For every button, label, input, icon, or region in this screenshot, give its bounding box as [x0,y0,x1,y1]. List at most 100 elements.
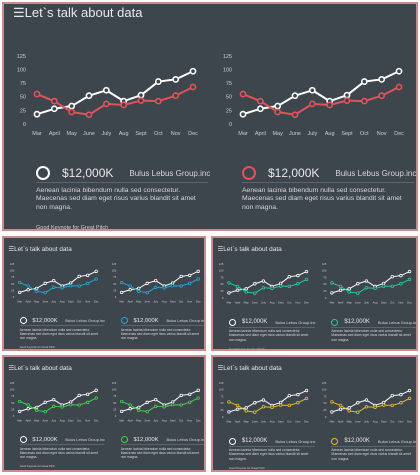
data-point [153,278,157,282]
data-point [86,400,90,404]
y-tick-label: 0 [325,296,327,300]
hamburger-menu-icon[interactable]: ☰ [8,246,15,253]
divider-line [120,325,204,327]
data-point [308,100,316,108]
divider-line [36,182,208,183]
data-point [128,402,132,407]
slide-blue[interactable]: ☰Let`s talk about data 0 25 50 75 100 125 Mar Ap… [2,236,206,351]
data-point [373,286,377,290]
y-tick-label: 50 [12,281,15,285]
data-point [85,111,93,119]
x-tick-label: Aug [270,419,275,423]
data-point [330,410,334,414]
data-point [253,281,257,286]
slide-green[interactable]: ☰Let`s talk about data 0 25 50 75 100 125 Mar Ap… [2,355,206,472]
data-point [52,404,56,408]
data-point [196,388,200,392]
data-point [86,281,90,285]
x-tick-label: July [101,131,111,137]
data-point [27,402,31,407]
x-tick-label: Dec [195,418,200,422]
slide-header: ☰Let`s talk about data [213,238,416,253]
data-point [95,388,99,392]
series-line-1 [36,70,194,116]
series-line-1 [121,270,198,293]
x-tick-label: Sept [278,419,284,423]
x-tick-label: Oct [179,418,183,422]
data-point [153,404,157,408]
y-tick-label: 0 [23,122,26,128]
data-point [236,284,240,289]
data-point [305,396,309,400]
data-point [50,105,58,113]
data-point [35,408,39,412]
x-tick-label: Nov [187,299,192,303]
hamburger-menu-icon[interactable]: ☰ [8,365,15,372]
data-point [154,97,162,105]
series-line-1 [121,389,198,412]
data-point [291,92,299,100]
circle-marker-icon [120,436,128,444]
data-point [338,407,343,411]
data-point [356,400,360,405]
data-point [86,273,90,277]
data-point [274,108,282,116]
data-point [296,273,301,278]
x-tick-label: Aug [60,418,65,422]
x-tick-label: April [26,299,32,303]
x-tick-label: May [66,131,77,137]
y-tick-label: 75 [20,81,26,87]
y-tick-label: 75 [12,394,15,398]
company-label: Bulus Lebus Group.inc [275,438,316,444]
series-line-1 [229,389,308,413]
data-point [305,388,309,393]
x-tick-label: May [244,300,250,304]
divider-line [228,445,315,447]
x-tick-label: Mar [227,419,232,423]
x-tick-label: May [35,418,41,422]
data-point [69,402,73,407]
hamburger-menu-icon[interactable]: ☰ [217,246,224,253]
y-tick-label: 125 [322,262,327,266]
x-tick-label: Sept [169,299,175,303]
data-point [61,404,65,409]
x-tick-label: May [244,419,250,423]
x-tick-label: Aug [270,300,275,304]
data-point [44,400,48,404]
x-tick-label: Oct [360,131,369,137]
circle-marker-icon [242,166,256,180]
x-tick-label: April [127,299,133,303]
slide-main[interactable]: ☰Let`s talk about data 0 25 50 75 100 125 Mar Ap… [2,2,418,231]
x-tick-label: Nov [171,131,181,137]
line-chart-right: 0 25 50 75 100 125 Mar April May June July Aug Sept O… [111,261,200,303]
data-point [78,393,82,397]
data-point [279,400,283,405]
data-point [330,281,334,285]
x-tick-label: Sept [169,418,175,422]
company-label: Bulus Lebus Group.inc [335,168,417,178]
slide-yellow[interactable]: ☰Let`s talk about data 0 25 50 75 100 125 Mar Ap… [211,355,418,472]
series-line-2 [19,278,97,293]
data-point [390,284,394,289]
y-tick-label: 125 [223,54,232,60]
hamburger-menu-icon[interactable]: ☰ [217,365,224,372]
slide-teal[interactable]: ☰Let`s talk about data 0 25 50 75 100 125 Mar Ap… [211,236,418,351]
series-line-2 [19,397,97,412]
data-point [18,280,22,284]
hamburger-menu-icon[interactable]: ☰ [13,5,25,20]
x-tick-label: Mar [18,418,23,422]
data-point [119,409,123,413]
data-point [33,110,41,118]
y-tick-label: 100 [219,388,224,392]
y-tick-label: 50 [12,400,15,404]
series-line-2 [121,397,198,412]
y-tick-label: 0 [114,414,116,418]
x-tick-label: May [347,419,353,423]
data-point [18,399,22,403]
data-point [136,289,140,293]
x-tick-label: April [338,300,344,304]
description-text: Aenean lacinia bibendum nulla sed consec… [228,329,309,342]
data-point [270,405,275,409]
stat-row-left: $12,000K Bulus Lebus Group.inc [36,164,211,182]
divider-line [242,182,414,183]
